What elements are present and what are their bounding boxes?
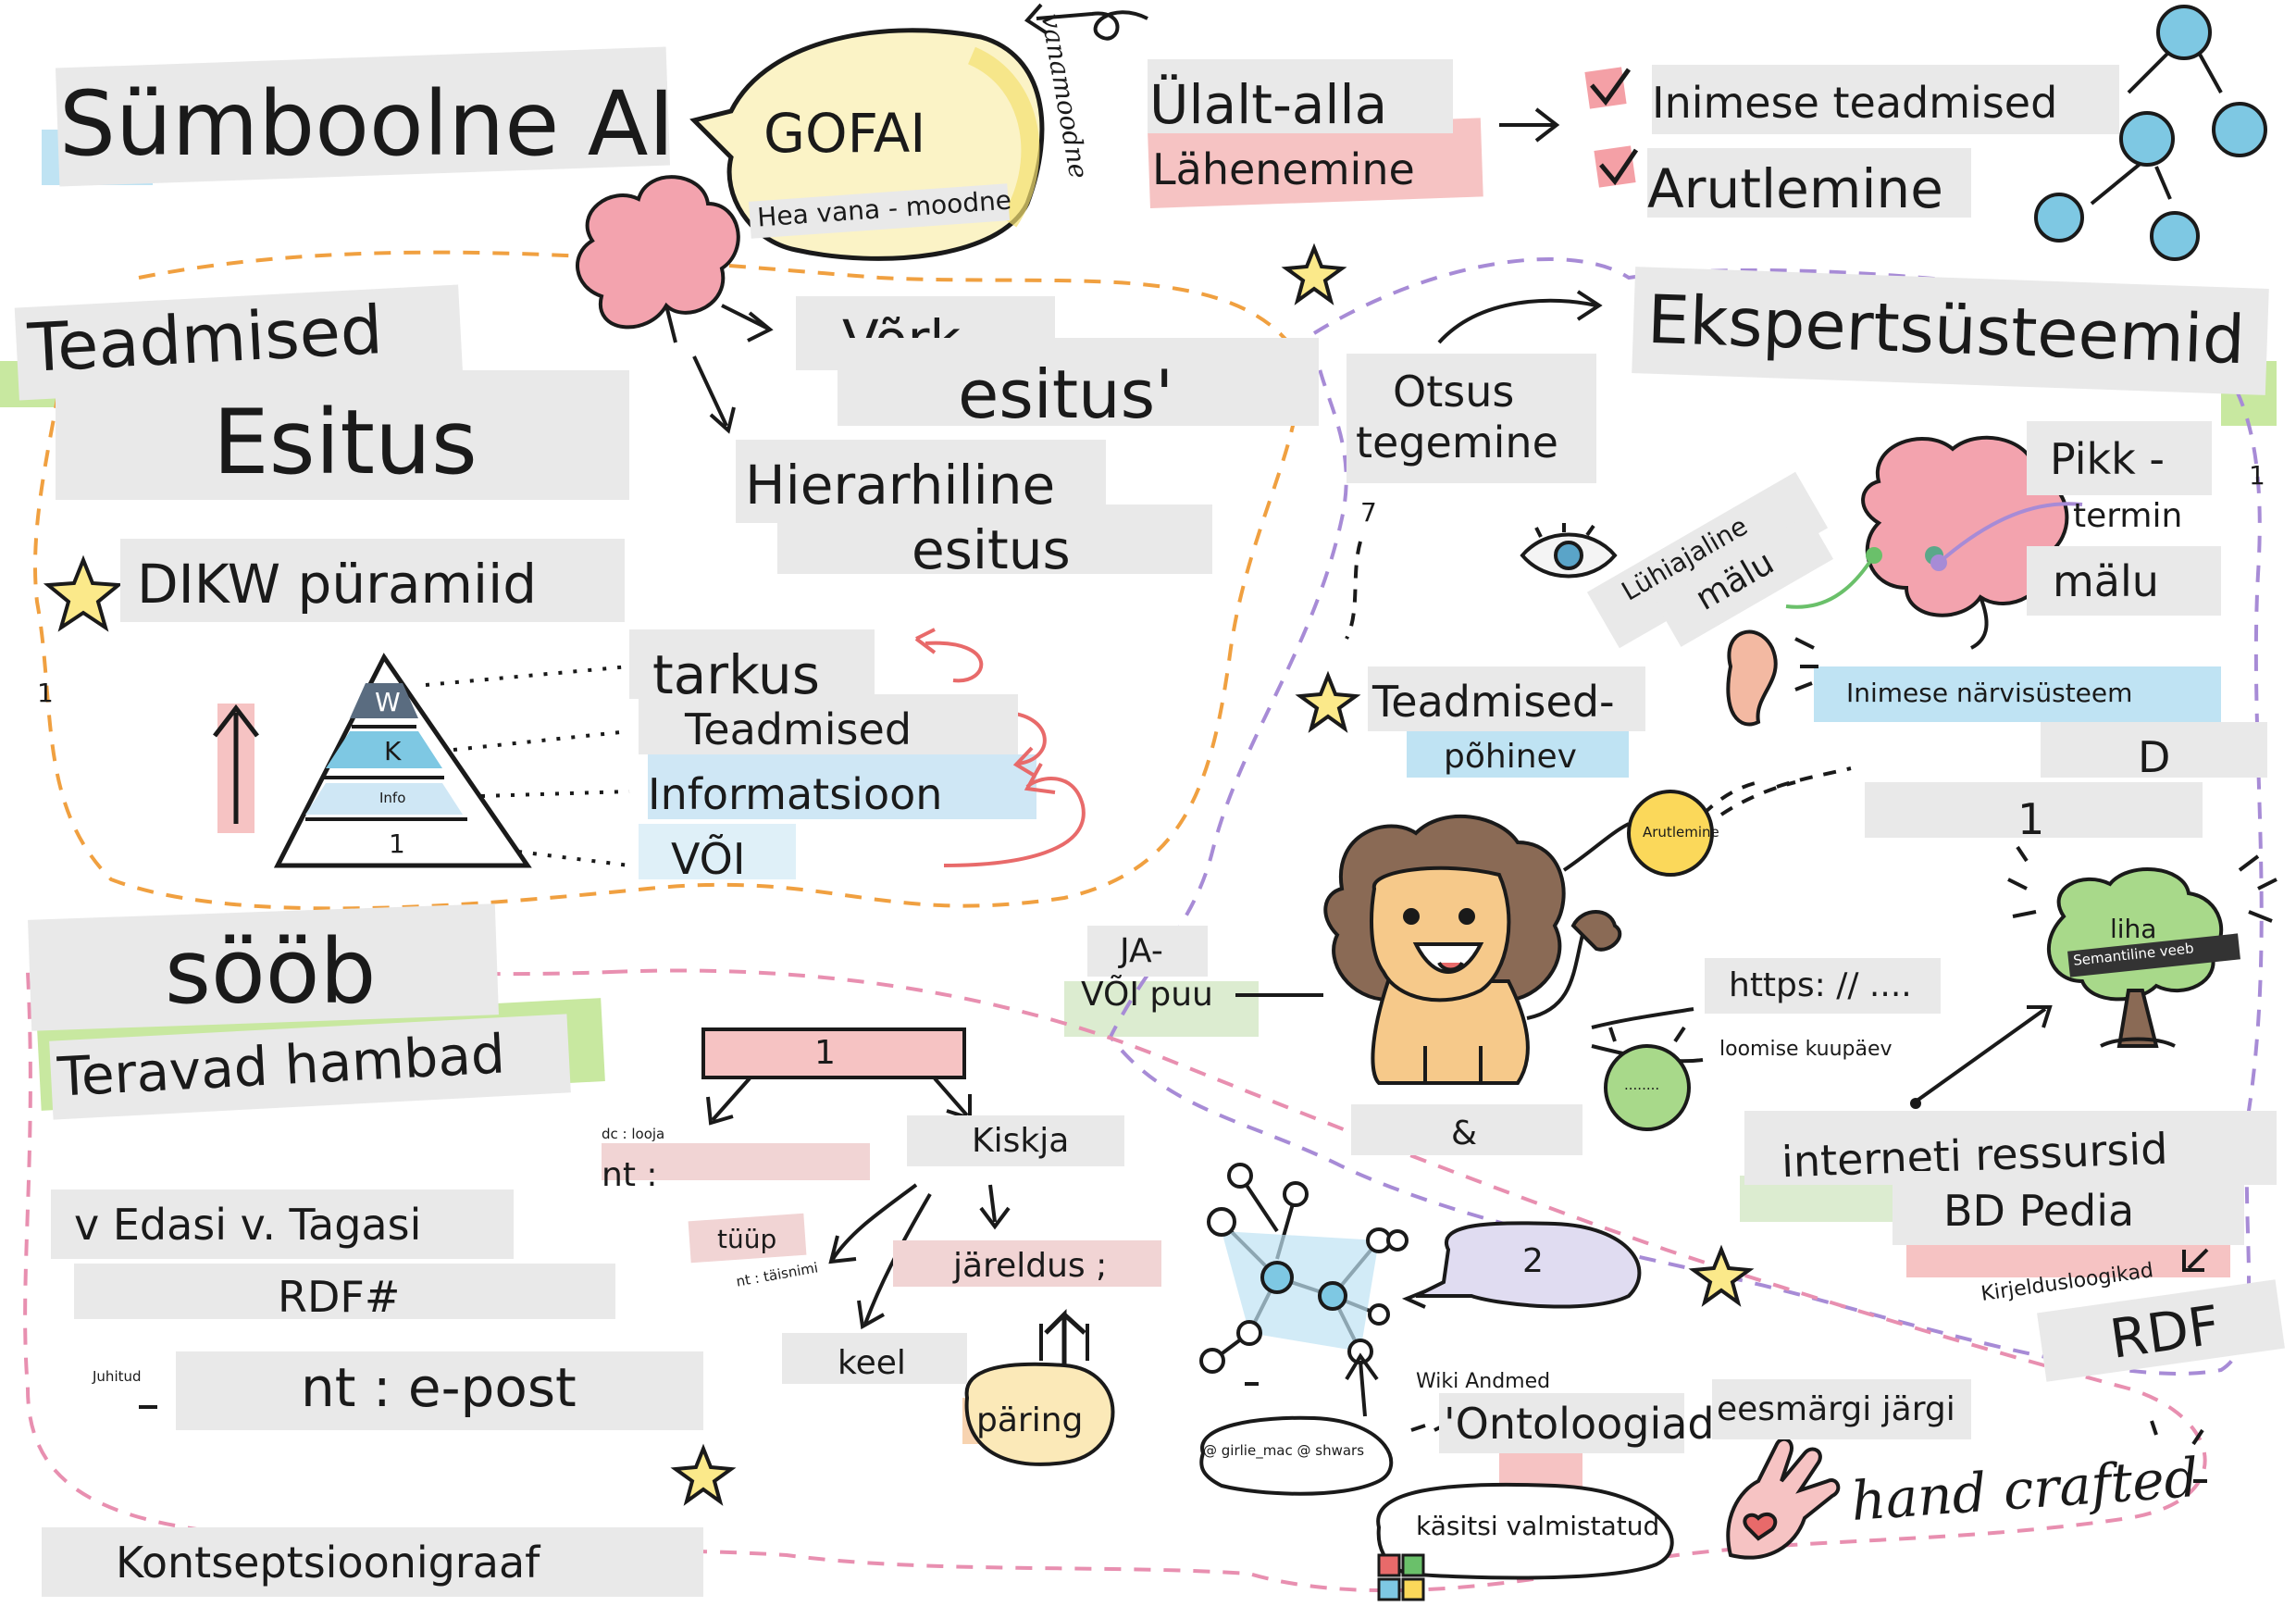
creation-date-label: loomise kuupäev xyxy=(1719,1038,1893,1061)
hand-icon xyxy=(1726,1437,1841,1560)
one-box-label: 1 xyxy=(2017,794,2045,844)
approach-highlight xyxy=(1148,118,1483,208)
gofai-arc-wash xyxy=(967,46,1040,228)
data-level-label: VÕI xyxy=(671,834,746,884)
approach-label: Lähenemine xyxy=(1152,144,1415,194)
long-term-label-2: termin xyxy=(2073,497,2183,535)
nervous-highlight xyxy=(1814,666,2221,722)
network-repr-label: esitus' xyxy=(958,355,1173,433)
wikidata-label: Wiki Andmed xyxy=(1416,1370,1551,1393)
windows-icon xyxy=(1377,1553,1425,1601)
dikw-star xyxy=(43,554,124,632)
info-highlight xyxy=(648,754,1036,819)
information-label: Informatsioon xyxy=(648,769,943,819)
credit-bubble xyxy=(1199,1415,1394,1496)
knowledge-region-border xyxy=(33,250,1301,911)
forward-backward-label: v Edasi v. Tagasi xyxy=(74,1200,422,1250)
tree-root-label: 1 xyxy=(814,1034,836,1072)
wisdom-label: tarkus xyxy=(652,643,820,706)
pyramid-w: W xyxy=(375,687,401,717)
expert-systems-label: Ekspertsüsteemid xyxy=(1645,280,2247,380)
graph-region-border xyxy=(23,963,2207,1593)
left-mark-1: 1 xyxy=(37,678,54,708)
root-box xyxy=(701,1027,966,1079)
knowledge-label: Teadmised xyxy=(26,291,385,387)
dbpedia-label: BD Pedia xyxy=(1943,1186,2135,1236)
reasoning-label: Arutlemine xyxy=(1647,157,1943,220)
ontologies-label: 'Ontoloogiad xyxy=(1444,1399,1715,1449)
long-term-label-1: Pikk - xyxy=(2050,434,2166,484)
nervous-system-label: Inimese närvisüsteem xyxy=(1846,678,2133,708)
and-or-label-1: JA- xyxy=(1120,932,1163,970)
andor-highlight xyxy=(1064,981,1259,1037)
email-label: nt : e-post xyxy=(301,1356,577,1419)
check-1 xyxy=(1584,67,1627,109)
credit-label: @ girlie_mac @ shwars xyxy=(1203,1442,1365,1459)
rdf-hash-label: RDF# xyxy=(278,1272,401,1322)
rdf-label: RDF xyxy=(2105,1293,2224,1371)
pyramid-i: Info xyxy=(379,790,406,806)
human-knowledge-label: Inimese teadmised xyxy=(1652,78,2058,128)
graph-network-icon xyxy=(1199,1163,1409,1374)
right-mark-1: 1 xyxy=(2249,460,2265,491)
query-bubble xyxy=(964,1362,1115,1466)
hier-repr-label: esitus xyxy=(912,518,1071,581)
brain-icon xyxy=(576,175,740,343)
knowledge-based-label-1: Teadmised- xyxy=(1372,677,1615,727)
and-or-label-2: VÕI puu xyxy=(1081,976,1213,1014)
nt-label: nt : xyxy=(602,1156,658,1194)
ear-icon xyxy=(1726,629,1778,727)
dikw-pyramid xyxy=(273,653,532,868)
language-label: keel xyxy=(838,1344,906,1382)
type-label: tüüp xyxy=(717,1224,777,1254)
page-title: Sümboolne AI xyxy=(59,72,675,176)
long-term-label-3: mälu xyxy=(2053,556,2159,606)
knowledge-based-label-2: põhinev xyxy=(1444,738,1577,776)
reasoning-circle xyxy=(1627,790,1714,877)
query-label: päring xyxy=(976,1401,1084,1439)
expert-region-border xyxy=(1108,257,2264,1376)
d-box-label: D xyxy=(2138,732,2171,782)
green-circle-label: ........ xyxy=(1624,1077,1660,1093)
handmade-label: käsitsi valmistatud xyxy=(1416,1511,1660,1541)
guided-label: Juhitud xyxy=(93,1368,142,1385)
check-2 xyxy=(1594,145,1636,188)
top-curl xyxy=(1036,10,1148,41)
hierarchical-label: Hierarhiline xyxy=(745,454,1056,517)
top-down-label: Ülalt-alla xyxy=(1149,73,1388,136)
decision-label-2: tegemine xyxy=(1356,417,1558,467)
meat-label: liha xyxy=(2110,914,2157,944)
decision-label-1: Otsus xyxy=(1393,367,1515,417)
predator-label: Kiskja xyxy=(972,1122,1070,1160)
reasoning-small-label: Arutlemine xyxy=(1643,824,1719,841)
number-bubble xyxy=(1415,1221,1642,1309)
pyramid-k: K xyxy=(384,736,402,766)
creator-label: dc : looja xyxy=(602,1126,665,1142)
concept-graph-label: Kontseptsioonigraaf xyxy=(116,1538,540,1588)
seven-mark: 7 xyxy=(1360,497,1377,528)
by-goal-label: eesmärgi järgi xyxy=(1717,1390,1955,1428)
green-circle xyxy=(1604,1044,1691,1131)
knowledge-level-label: Teadmised xyxy=(685,704,912,754)
pyramid-d: 1 xyxy=(389,828,405,859)
gofai-label: GOFAI xyxy=(763,102,926,165)
representation-label: Esitus xyxy=(213,391,478,494)
node-tree-icon xyxy=(2034,5,2267,261)
number-two-label: 2 xyxy=(1522,1242,1544,1280)
and-symbol: & xyxy=(1451,1115,1478,1152)
lion-icon xyxy=(1323,814,1622,1085)
eats-label: sööb xyxy=(165,920,377,1024)
data-highlight xyxy=(639,824,796,879)
https-label: https: // .... xyxy=(1729,966,1912,1004)
inference-label: järeldus ; xyxy=(953,1247,1108,1285)
dikw-label: DIKW püramiid xyxy=(137,553,538,616)
eye-icon xyxy=(1520,523,1618,579)
